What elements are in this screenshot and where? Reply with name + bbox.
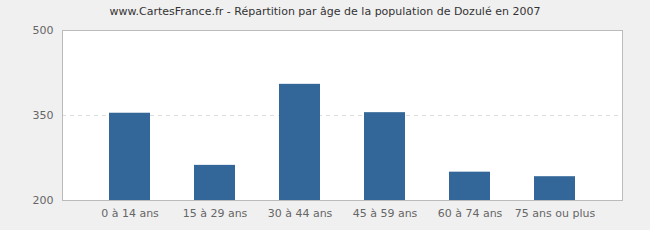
svg-text:500: 500 — [33, 24, 54, 37]
svg-text:350: 350 — [33, 109, 54, 122]
svg-text:60 à 74 ans: 60 à 74 ans — [438, 207, 503, 220]
svg-text:30 à 44 ans: 30 à 44 ans — [268, 207, 333, 220]
html-text:www.CartesFrance.fr - Répartit: www.CartesFrance.fr - Répartition par âg… — [109, 5, 541, 18]
svg-text:45 à 59 ans: 45 à 59 ans — [353, 207, 418, 220]
svg-text:15 à 29 ans: 15 à 29 ans — [183, 207, 248, 220]
svg-text:75 ans ou plus: 75 ans ou plus — [515, 207, 596, 220]
svg-text:0 à 14 ans: 0 à 14 ans — [101, 207, 159, 220]
svg-text:200: 200 — [33, 194, 54, 207]
